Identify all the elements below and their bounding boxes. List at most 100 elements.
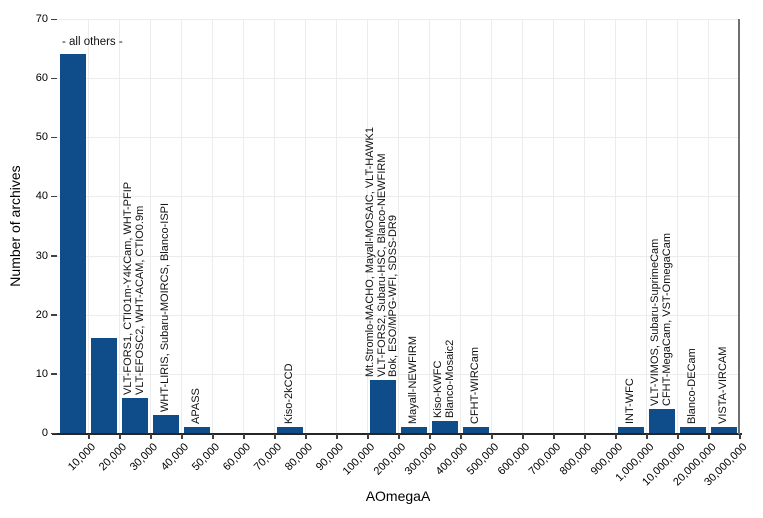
bar (710, 427, 737, 433)
bar (400, 427, 427, 433)
x-tick-label-text: 50,000 (190, 441, 223, 474)
v-gridline (584, 19, 585, 433)
x-tick (677, 434, 679, 439)
bar (648, 409, 675, 433)
bar (276, 427, 303, 433)
bar-label-text: INT-WFC (623, 378, 637, 425)
x-tick-label-text: 70,000 (252, 441, 285, 474)
x-tick-label-text: 40,000 (159, 441, 192, 474)
x-tick (491, 434, 493, 439)
bar-label-line: Kiso-2kCCD (282, 363, 295, 425)
y-tick (51, 432, 57, 434)
bar-label-text: VLT-FORS1, CTIO1m-Y4KCam, WHT-PFIP VLT-EF… (122, 181, 146, 395)
bar-label-line: Kiso-KWFC (432, 360, 444, 419)
x-tick-label-text: 60,000 (221, 441, 254, 474)
y-tick (51, 373, 57, 375)
x-tick (460, 434, 462, 439)
x-tick (429, 434, 431, 439)
bar-label-line: Bok, ESO/MPG-WFI, SDSS-DR9 (387, 214, 400, 377)
right-spine (738, 19, 740, 434)
x-tick-label-text: 700,000 (526, 441, 564, 478)
x-tick (615, 434, 617, 439)
y-tick (51, 18, 57, 20)
x-tick (708, 434, 710, 439)
v-gridline (88, 19, 89, 433)
bar (90, 338, 117, 433)
bar-label-text: VISTA-VIRCAM (716, 346, 730, 425)
x-tick-label-text: 500,000 (464, 441, 502, 478)
x-tick (336, 434, 338, 439)
x-tick (367, 434, 369, 439)
x-tick-label-text: 20,000 (97, 441, 130, 474)
x-axis-line (52, 432, 742, 435)
y-tick-label: 60 (35, 72, 48, 85)
bar (679, 427, 706, 433)
x-tick (305, 434, 307, 439)
x-axis-title: AOmegaA (365, 488, 431, 504)
v-gridline (708, 19, 709, 433)
bar (59, 54, 86, 433)
x-tick (739, 434, 741, 439)
v-gridline (491, 19, 492, 433)
v-gridline (615, 19, 616, 433)
bar (121, 397, 148, 433)
bar-label-line: VISTA-VIRCAM (716, 346, 729, 425)
x-tick (398, 434, 400, 439)
bar-label-line: CFHT-WIRCam (468, 347, 481, 425)
bar (183, 427, 210, 433)
v-gridline (460, 19, 461, 433)
y-tick (51, 314, 57, 316)
y-tick (51, 136, 57, 139)
y-tick-label: 10 (35, 367, 48, 380)
x-tick (646, 434, 648, 439)
bar (369, 379, 396, 433)
bar-label-text: Kiso-2kCCD (282, 363, 296, 425)
v-gridline (274, 19, 275, 433)
x-tick (181, 434, 183, 439)
bar-label-line: WHT-LIRIS, Subaru-MOIRCS, Blanco-ISPI (158, 203, 171, 413)
v-gridline (305, 19, 306, 433)
bar-label-line: VLT-FORS1, CTIO1m-Y4KCam, WHT-PFIP (122, 181, 134, 395)
x-tick-label-text: 300,000 (402, 441, 440, 478)
v-gridline (150, 19, 151, 433)
v-gridline (336, 19, 337, 433)
v-gridline (646, 19, 647, 433)
bar (462, 427, 489, 433)
x-tick (584, 434, 586, 439)
bar-label-line: VLT-EFOSC2, WHT-ACAM, CTIO0.9m (133, 205, 146, 395)
v-gridline (243, 19, 244, 433)
v-gridline (429, 19, 430, 433)
x-tick-label-text: 400,000 (433, 441, 471, 478)
bar-label-text: CFHT-WIRCam (468, 347, 482, 425)
v-gridline (677, 19, 678, 433)
bar-label-line: INT-WFC (623, 378, 636, 425)
y-tick (51, 77, 57, 80)
x-tick-label-text: 200,000 (371, 441, 409, 478)
v-gridline (119, 19, 120, 433)
v-gridline (553, 19, 554, 433)
x-tick (150, 434, 152, 439)
y-tick-label: 70 (35, 13, 48, 25)
x-tick (119, 434, 121, 439)
v-gridline (212, 19, 213, 433)
y-tick-label: 30 (35, 249, 48, 262)
bar-label-line: APASS (189, 388, 202, 425)
all-others-annotation: - all others - (62, 36, 123, 48)
bar-label-text: Mt.Stromlo-MACHO, Mayall-MOSAIC, VLT-HAW… (364, 127, 400, 377)
bar-label-text: Mayall-NEWFIRM (407, 336, 420, 424)
v-gridline (398, 19, 399, 433)
y-tick-label: 20 (35, 308, 48, 321)
x-tick-label-text: 800,000 (557, 441, 595, 478)
bar-label-text: Kiso-KWFC Blanco-Mosaic2 (432, 340, 456, 419)
bar-label-text: Blanco-DECam (686, 348, 699, 424)
bar-label-text: APASS (189, 388, 203, 425)
bar-label-text: VLT-VIMOS, Subaru-SuprimeCam CFHT-MegaCam… (649, 233, 673, 406)
y-axis-title: Number of archives (7, 165, 23, 287)
v-gridline (367, 19, 368, 433)
x-tick-label-text: 30,000 (128, 441, 161, 474)
y-tick (51, 255, 57, 257)
y-tick-label: 40 (35, 190, 48, 203)
x-tick-label-text: 10,000 (66, 441, 99, 474)
bar (617, 427, 644, 433)
x-tick (522, 434, 524, 439)
